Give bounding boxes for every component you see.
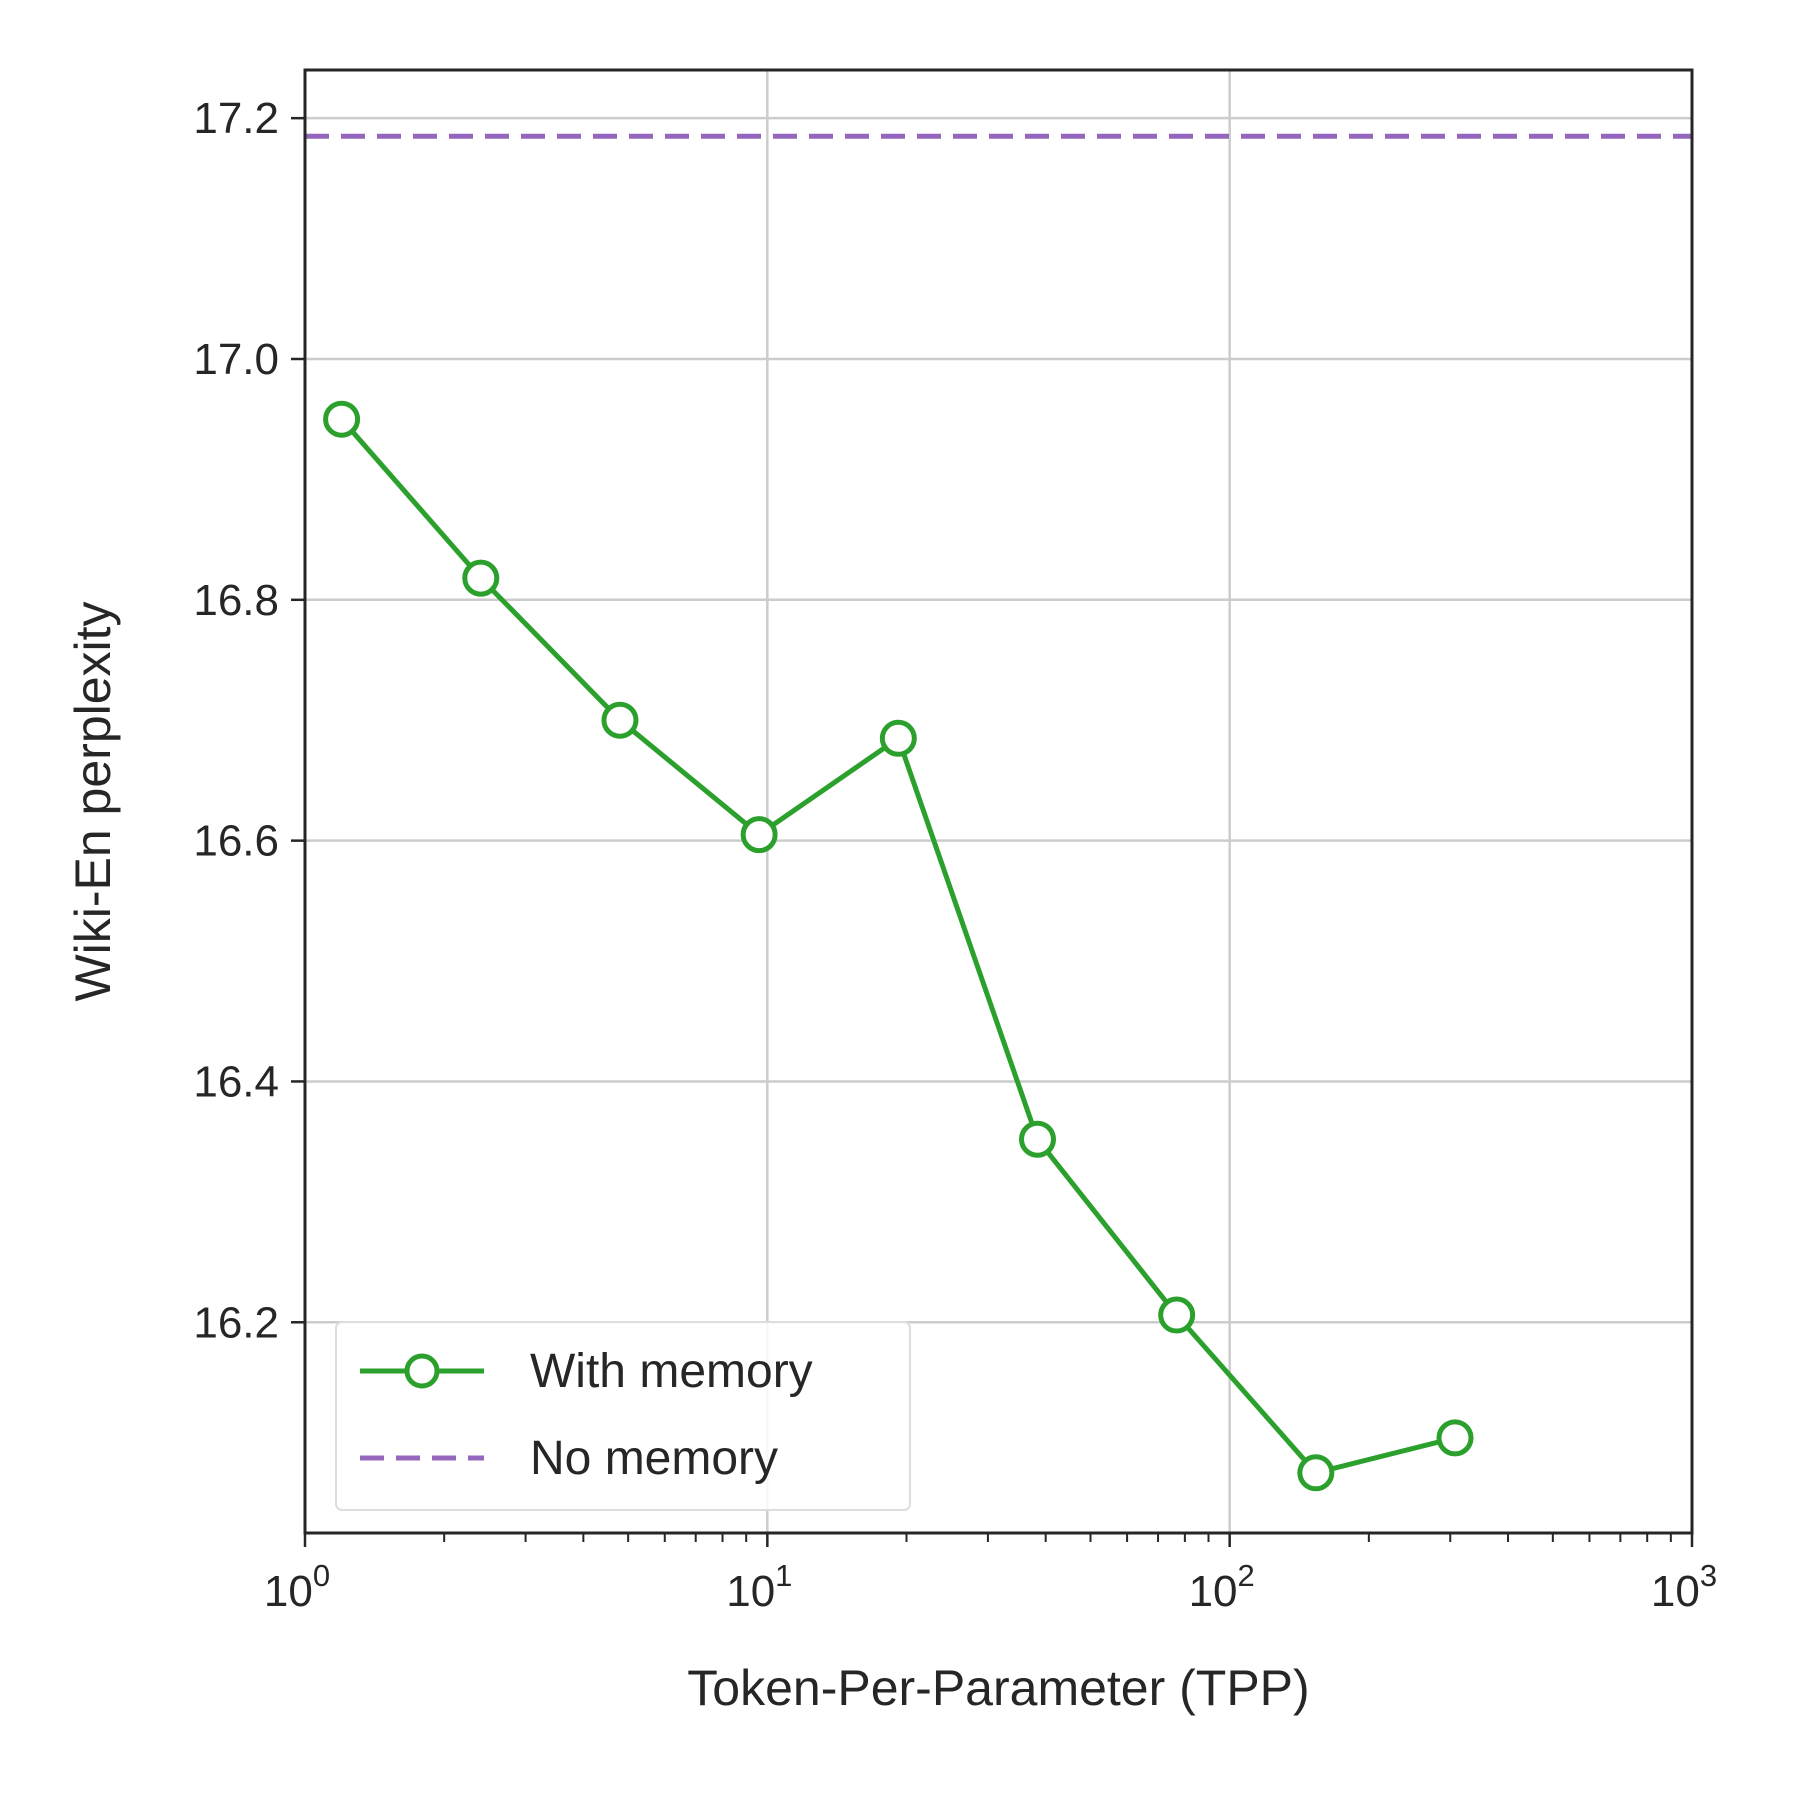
series-with-memory <box>323 400 1474 1492</box>
data-point <box>1436 1419 1474 1457</box>
y-tick-label: 16.8 <box>193 576 279 625</box>
axis-ticks <box>291 116 1694 1547</box>
data-point <box>740 816 778 854</box>
y-tick-label: 17.2 <box>193 94 279 143</box>
data-point <box>462 559 500 597</box>
legend-label-with-memory: With memory <box>530 1345 813 1398</box>
x-tick-label: 103 <box>1651 1558 1717 1616</box>
legend: With memory No memory <box>335 1321 911 1511</box>
data-point <box>601 701 639 739</box>
data-point <box>1158 1296 1196 1334</box>
x-tick-label: 101 <box>726 1558 792 1616</box>
plot-frame <box>303 68 1694 1535</box>
y-tick-label: 16.2 <box>193 1298 279 1347</box>
x-tick-label: 100 <box>264 1558 330 1616</box>
legend-marker-with-memory <box>404 1353 440 1389</box>
data-point <box>1297 1454 1335 1492</box>
legend-label-no-memory: No memory <box>530 1432 778 1485</box>
x-axis-label: Token-Per-Parameter (TPP) <box>687 1660 1309 1716</box>
data-point <box>879 719 917 757</box>
y-tick-label: 16.4 <box>193 1057 279 1106</box>
data-point <box>1018 1120 1056 1158</box>
x-tick-label: 102 <box>1189 1558 1255 1616</box>
y-axis-tick-labels: 16.2 16.4 16.6 16.8 17.0 17.2 <box>193 94 279 1347</box>
series <box>323 400 1474 1492</box>
y-axis-label: Wiki-En perplexity <box>65 601 121 1001</box>
y-tick-label: 17.0 <box>193 335 279 384</box>
x-axis-tick-labels: 100 101 102 103 <box>264 1558 1717 1616</box>
y-tick-label: 16.6 <box>193 817 279 866</box>
data-point <box>323 400 361 438</box>
